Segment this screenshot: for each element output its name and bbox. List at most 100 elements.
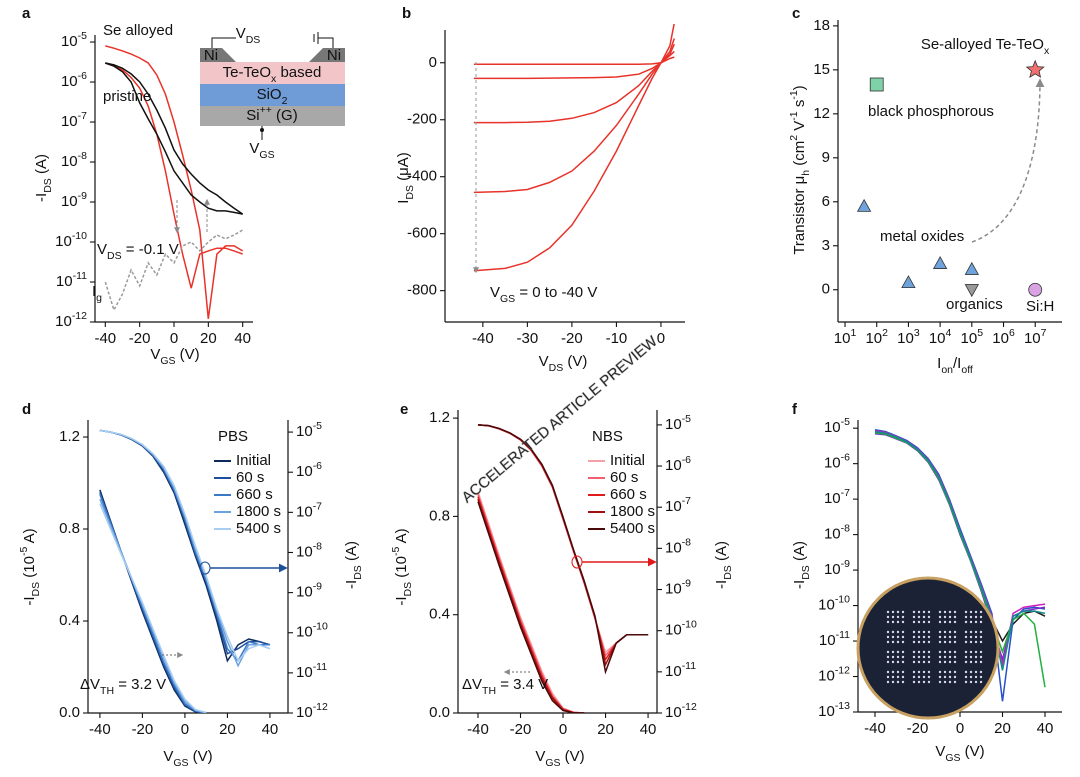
text-run: s bbox=[791, 100, 808, 112]
panel-letter: b bbox=[402, 5, 411, 22]
device-dot bbox=[927, 635, 931, 639]
text-run: 20 bbox=[200, 330, 217, 347]
text-run: organics bbox=[946, 296, 1003, 313]
device-dot bbox=[974, 680, 978, 684]
text-run: Si bbox=[246, 107, 259, 124]
annotation: ΔVTH = 3.4 V bbox=[462, 676, 548, 697]
device-dot bbox=[927, 670, 931, 674]
y2-axis-title: -IDS (A) bbox=[343, 541, 364, 589]
device-dot bbox=[953, 620, 957, 624]
text-run: 10 bbox=[296, 664, 313, 681]
text-run: V bbox=[150, 346, 160, 363]
y2-tick-label: 10-8 bbox=[296, 540, 322, 560]
text-run: DS bbox=[352, 565, 364, 580]
y-tick-label: 0 bbox=[429, 54, 437, 71]
panel-letter: d bbox=[22, 401, 31, 418]
device-dot bbox=[979, 635, 983, 639]
text-run: x bbox=[271, 73, 277, 85]
text-run: -8 bbox=[682, 536, 691, 548]
text-run: V bbox=[935, 743, 945, 760]
device-dot bbox=[974, 660, 978, 664]
device-dot bbox=[964, 655, 968, 659]
device-dot bbox=[891, 680, 895, 684]
text-run: V bbox=[791, 121, 808, 135]
text-run: 10 bbox=[1024, 330, 1041, 347]
y2-tick-label: 10-10 bbox=[296, 621, 328, 641]
text-run: 10 bbox=[296, 463, 313, 480]
text-run: -11 bbox=[73, 270, 88, 282]
text-run: -8 bbox=[78, 150, 87, 162]
wire bbox=[211, 37, 236, 48]
text-run: GS bbox=[259, 149, 274, 161]
device-dot bbox=[886, 620, 890, 624]
y-tick-label: 0.4 bbox=[429, 606, 450, 623]
device-dot bbox=[886, 610, 890, 614]
text-run: -40 bbox=[472, 330, 494, 347]
text-run: 10 bbox=[665, 704, 682, 721]
device-dot bbox=[896, 675, 900, 679]
marker bbox=[901, 275, 916, 289]
channel-layer bbox=[200, 62, 345, 84]
text-run: -6 bbox=[682, 454, 691, 466]
device-dot bbox=[901, 655, 905, 659]
device-dot bbox=[969, 655, 973, 659]
text-run: 10 bbox=[61, 193, 78, 210]
device-dot bbox=[922, 635, 926, 639]
text-run: off bbox=[961, 364, 973, 376]
device-dot bbox=[974, 655, 978, 659]
device-dot bbox=[938, 630, 942, 634]
text-run: DS bbox=[404, 185, 416, 200]
text-run: -6 bbox=[78, 70, 87, 82]
device-dot bbox=[917, 615, 921, 619]
text-run: (A) bbox=[791, 541, 808, 565]
device-dot bbox=[912, 620, 916, 624]
text-run: b bbox=[402, 5, 411, 22]
text-run: 10 bbox=[665, 539, 682, 556]
ni-contact bbox=[200, 48, 236, 62]
device-dot bbox=[922, 675, 926, 679]
text-run: (V) bbox=[561, 748, 585, 765]
text-run: -6 bbox=[841, 451, 850, 463]
device-dot bbox=[974, 630, 978, 634]
device-dot bbox=[964, 615, 968, 619]
text-run: 10 bbox=[61, 113, 78, 130]
device-dot bbox=[943, 670, 947, 674]
x-tick-label: 0 bbox=[170, 330, 178, 347]
text-run: 10 bbox=[824, 419, 841, 436]
device-dot bbox=[979, 650, 983, 654]
text-run: 10 bbox=[834, 330, 851, 347]
legend-label: 1800 s bbox=[236, 503, 281, 520]
device-dot bbox=[917, 655, 921, 659]
text-run: 10 bbox=[61, 33, 78, 50]
arrow bbox=[971, 78, 1045, 243]
text-run: 1.2 bbox=[59, 428, 80, 445]
device-dot bbox=[969, 680, 973, 684]
text-run: 9 bbox=[822, 149, 830, 166]
device-dot bbox=[917, 610, 921, 614]
text-run: 12 bbox=[813, 105, 830, 122]
device-dot bbox=[912, 660, 916, 664]
y-tick-label: 0.0 bbox=[429, 704, 450, 721]
x-tick-label: 103 bbox=[897, 327, 920, 347]
text-run: -8 bbox=[841, 522, 850, 534]
device-dot bbox=[927, 650, 931, 654]
text-run: DS bbox=[107, 250, 122, 262]
device-dot bbox=[891, 635, 895, 639]
x-tick-label: 40 bbox=[262, 721, 279, 738]
y-tick-label: 10-8 bbox=[824, 522, 850, 542]
text-run: 4 bbox=[946, 327, 952, 339]
device-dot bbox=[891, 650, 895, 654]
device-dot bbox=[891, 615, 895, 619]
text-run: -I bbox=[343, 580, 360, 589]
device-dot bbox=[901, 635, 905, 639]
device-dot bbox=[901, 660, 905, 664]
device-dot bbox=[922, 610, 926, 614]
x-tick-label: 0 bbox=[181, 721, 189, 738]
text-run: -5 bbox=[841, 416, 850, 428]
device-dot bbox=[938, 680, 942, 684]
x-tick-label: 106 bbox=[992, 327, 1015, 347]
text-run: V bbox=[163, 748, 173, 765]
text-run: Si:H bbox=[1026, 298, 1054, 315]
device-dot bbox=[969, 650, 973, 654]
text-run: -200 bbox=[407, 111, 437, 128]
